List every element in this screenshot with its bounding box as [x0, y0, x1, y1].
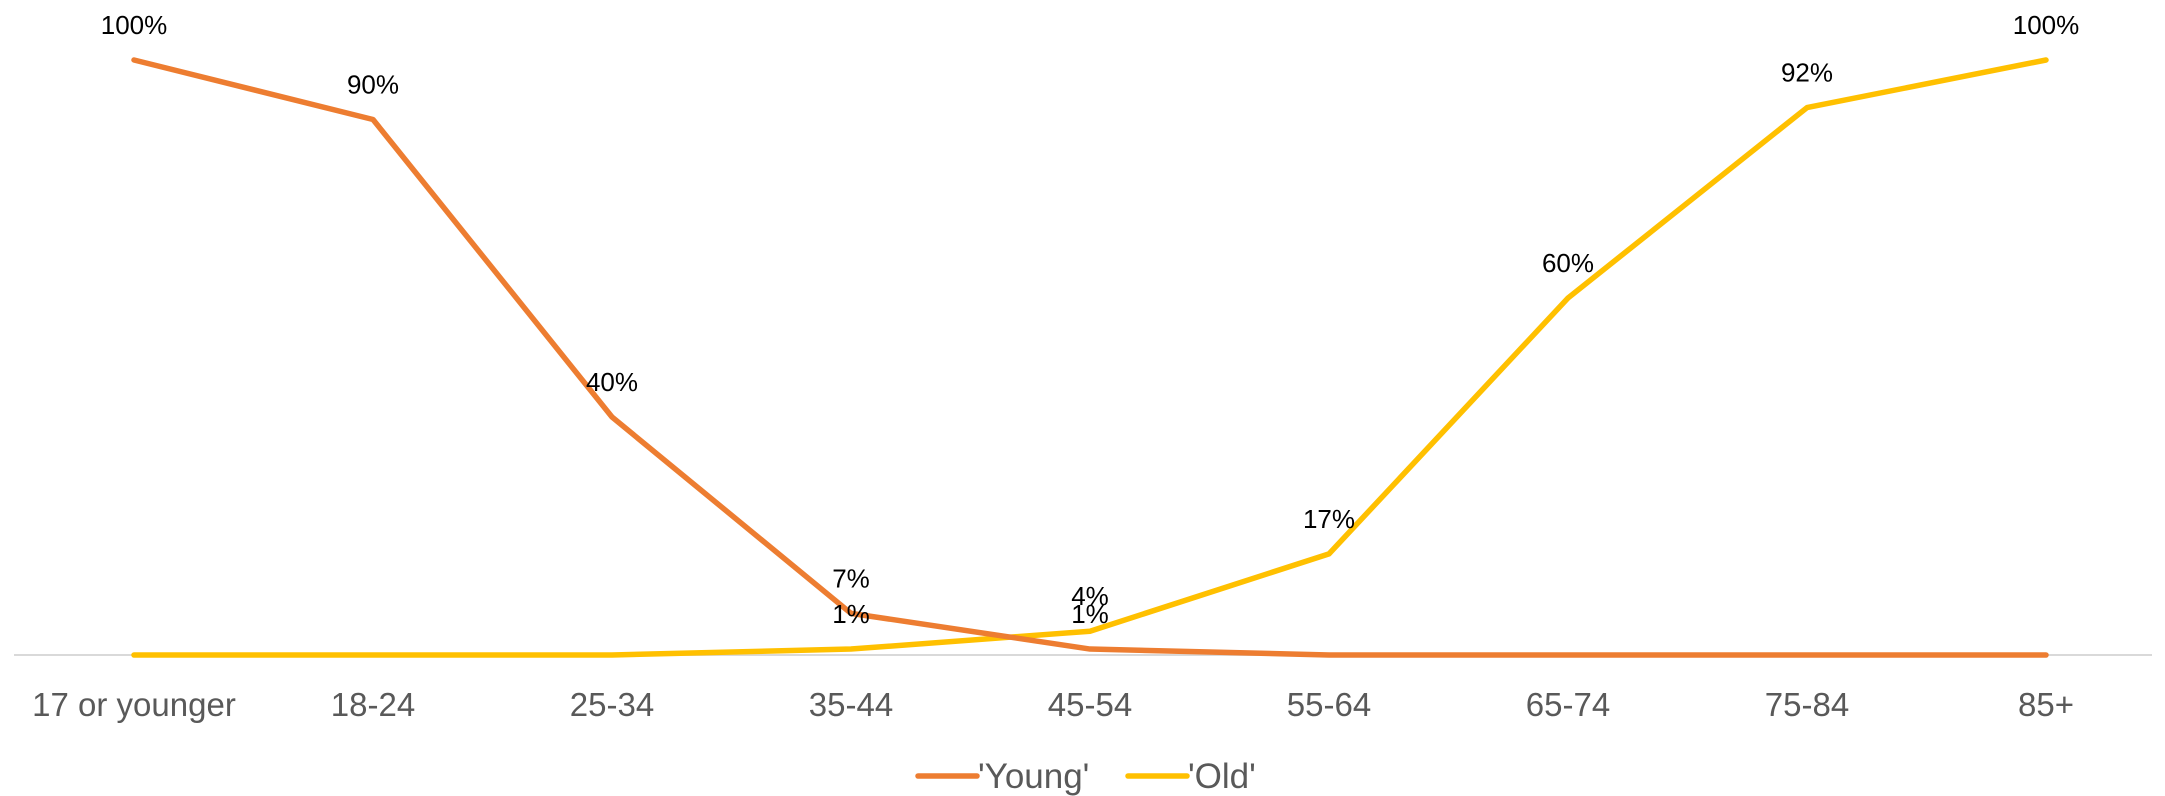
x-tick-label-1: 18-24	[331, 686, 415, 723]
data-label-0-1: 90%	[347, 70, 399, 100]
data-label-0-2: 40%	[586, 367, 638, 397]
data-label-1-3: 1%	[832, 599, 870, 629]
series-layer	[131, 57, 2049, 658]
data-label-0-4: 1%	[1071, 599, 1109, 629]
x-tick-label-0: 17 or younger	[32, 686, 236, 723]
x-tick-label-2: 25-34	[570, 686, 654, 723]
data-label-layer: 100%90%40%7%1%1%4%17%60%92%100%	[101, 10, 2080, 629]
data-label-0-3: 7%	[832, 563, 870, 593]
x-tick-label-3: 35-44	[809, 686, 893, 723]
data-label-1-8: 100%	[2013, 10, 2080, 40]
x-tick-label-5: 55-64	[1287, 686, 1371, 723]
x-tick-label-7: 75-84	[1765, 686, 1849, 723]
data-label-1-7: 92%	[1781, 58, 1833, 88]
data-label-1-4: 4%	[1071, 581, 1109, 611]
x-axis-tick-labels: 17 or younger 18-24 25-34 35-44 45-54 55-64 65…	[32, 686, 2074, 723]
legend: 'Young' 'Old'	[915, 757, 1256, 796]
x-tick-label-6: 65-74	[1526, 686, 1610, 723]
legend-label-0: 'Young'	[978, 757, 1089, 796]
x-tick-label-8: 85+	[2018, 686, 2074, 723]
legend-label-1: 'Old'	[1188, 757, 1256, 796]
series-line-1	[131, 57, 2049, 658]
data-label-0-0: 100%	[101, 10, 168, 40]
x-tick-label-4: 45-54	[1048, 686, 1132, 723]
data-label-1-6: 60%	[1542, 248, 1594, 278]
data-label-1-5: 17%	[1303, 504, 1355, 534]
series-line-0	[131, 57, 2049, 658]
